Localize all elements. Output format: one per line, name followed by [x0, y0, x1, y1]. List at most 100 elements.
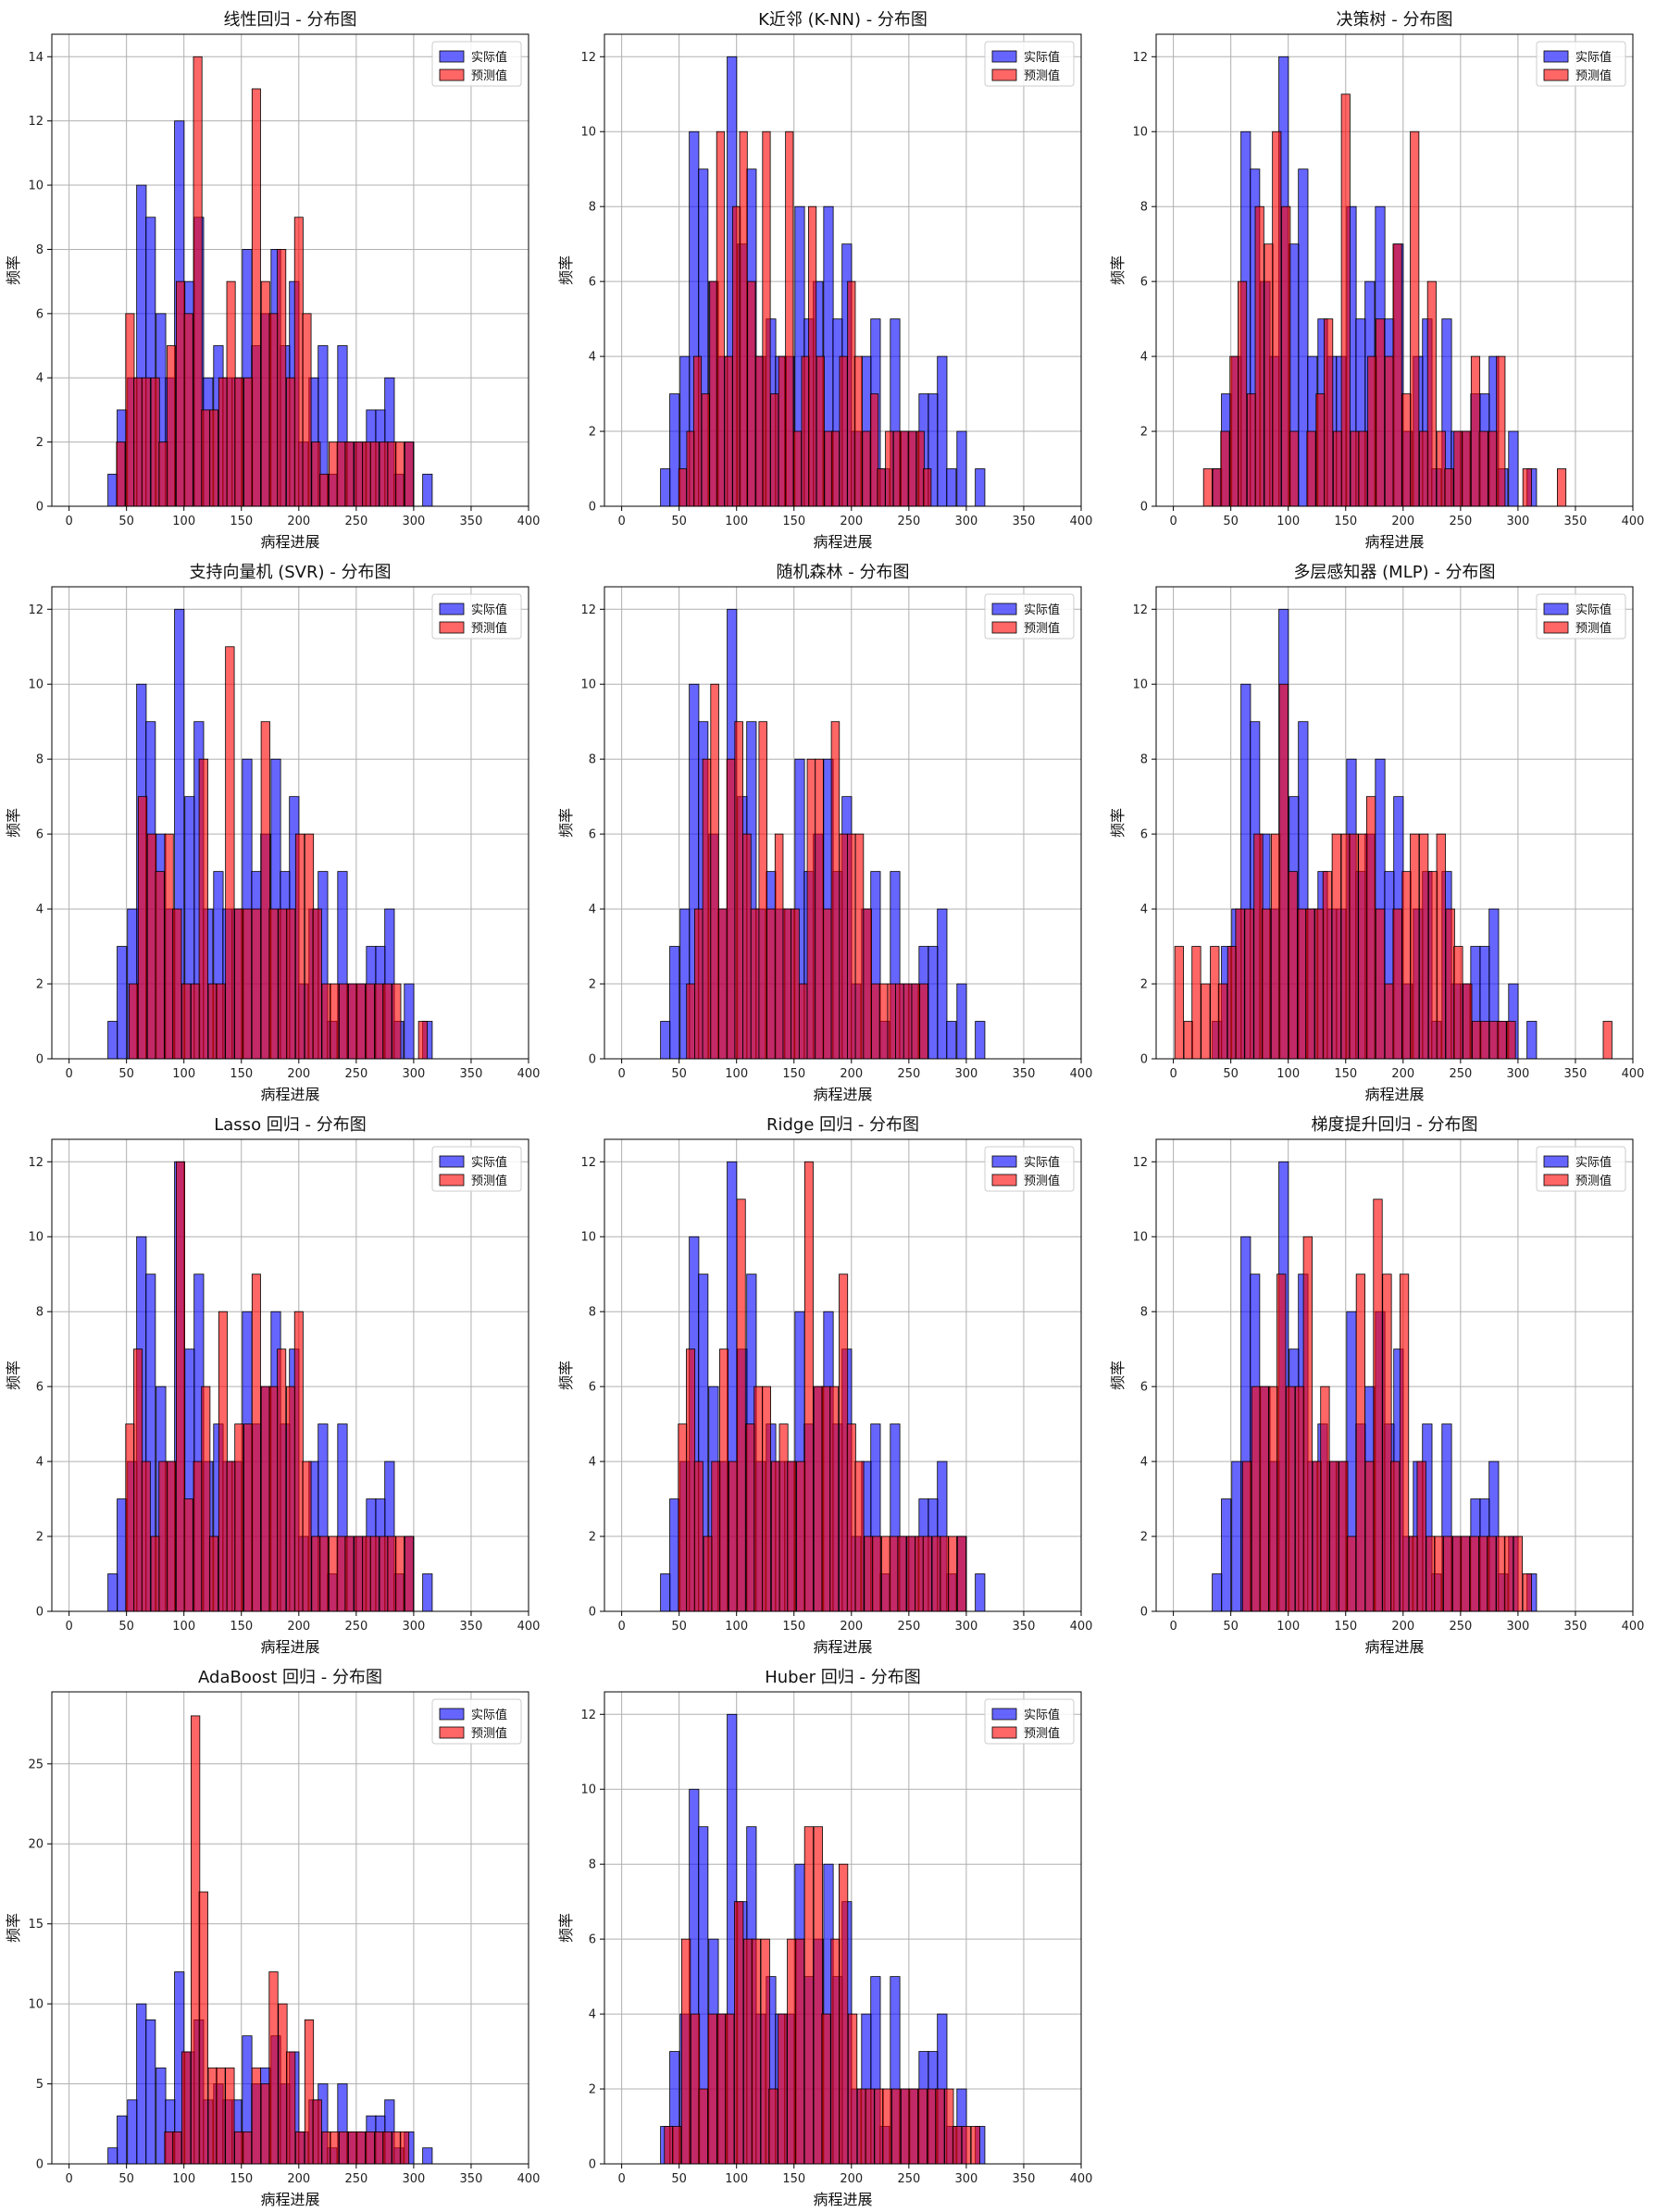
y-tick-label: 4 [36, 1456, 44, 1470]
x-tick-label: 200 [287, 2172, 310, 2186]
bar-predicted [774, 833, 784, 1060]
legend-swatch-predicted [991, 68, 1017, 81]
y-tick-label: 6 [36, 307, 44, 321]
chart-title: Huber 回归 - 分布图 [765, 1668, 921, 1687]
legend-swatch-actual [991, 603, 1017, 615]
bar-predicted [294, 2131, 305, 2165]
legend-label-actual: 实际值 [1575, 50, 1612, 65]
y-tick-label: 8 [36, 1306, 44, 1320]
bar-predicted [319, 1535, 330, 1612]
y-tick-label: 4 [589, 1456, 596, 1470]
x-tick-label: 250 [1449, 515, 1472, 528]
x-tick-label: 250 [1449, 1620, 1472, 1634]
bar-predicted [1522, 1573, 1532, 1612]
bar-predicted [1496, 1535, 1506, 1612]
bar-predicted [183, 313, 193, 507]
bar-predicted [369, 441, 380, 507]
bar-predicted [711, 1460, 721, 1612]
x-tick-label: 400 [1070, 1620, 1093, 1634]
x-tick-label: 250 [344, 1620, 367, 1634]
bar-predicted [362, 441, 372, 507]
legend-label-predicted: 预测值 [1575, 621, 1612, 636]
x-tick-label: 150 [1334, 515, 1357, 528]
y-tick-label: 10 [28, 678, 44, 692]
bar-predicted [798, 983, 808, 1060]
y-tick-label: 6 [589, 828, 596, 842]
bar-predicted [1191, 946, 1202, 1060]
x-tick-label: 400 [1070, 1067, 1093, 1081]
x-tick-label: 50 [671, 2172, 687, 2186]
x-tick-label: 0 [65, 1620, 72, 1634]
x-tick-label: 400 [517, 1067, 541, 1081]
bar-predicted [395, 441, 405, 507]
bar-predicted [355, 983, 366, 1060]
x-tick-label: 300 [1506, 515, 1529, 528]
y-tick-label: 6 [589, 1933, 596, 1947]
bar-predicted [311, 441, 321, 507]
chart-title: 线性回归 - 分布图 [224, 10, 357, 30]
legend-swatch-predicted [439, 68, 465, 81]
bar-actual [117, 2115, 128, 2165]
x-tick-label: 100 [172, 1620, 195, 1634]
bar-predicted [716, 2013, 727, 2165]
bar-predicted [785, 130, 794, 507]
bar-predicted [678, 468, 687, 507]
x-tick-label: 0 [65, 2172, 72, 2186]
bar-predicted [1462, 430, 1472, 507]
bar-predicted [1314, 908, 1325, 1060]
x-axis-label: 病程进展 [813, 1638, 872, 1656]
x-tick-label: 100 [725, 2172, 748, 2186]
y-tick-label: 0 [36, 2158, 44, 2172]
bar-predicted [1210, 946, 1220, 1060]
bar-predicted [751, 1938, 761, 2165]
x-tick-label: 50 [118, 1620, 134, 1634]
x-tick-label: 350 [460, 515, 483, 528]
x-tick-label: 50 [671, 1067, 687, 1081]
bar-predicted [719, 1348, 729, 1612]
bar-predicted [1220, 430, 1230, 507]
bar-predicted [268, 1971, 279, 2165]
bar-predicted [1375, 318, 1386, 507]
bar-predicted [374, 983, 384, 1060]
x-tick-label: 100 [725, 1067, 748, 1081]
x-tick-label: 50 [118, 515, 134, 528]
bar-actual [117, 946, 128, 1060]
x-tick-label: 250 [344, 2172, 367, 2186]
bar-predicted [294, 833, 305, 1060]
bar-predicted [365, 2131, 375, 2165]
bar-predicted [1392, 908, 1402, 1060]
bar-predicted [336, 441, 346, 507]
y-axis-label: 频率 [1109, 808, 1127, 838]
bar-predicted [243, 377, 254, 507]
bar-predicted [680, 1938, 691, 2165]
bar-predicted [1212, 468, 1222, 507]
bar-predicted [770, 1460, 780, 1612]
bar-predicted [1401, 871, 1412, 1060]
bar-predicted [242, 2131, 253, 2165]
bar-predicted [821, 1386, 831, 1612]
bar-predicted [839, 833, 848, 1060]
bar-predicted [344, 441, 355, 507]
bar-actual [127, 2099, 138, 2165]
legend-swatch-predicted [991, 621, 1017, 634]
bar-predicted [762, 130, 771, 507]
bar-predicted [354, 441, 364, 507]
bar-predicted [399, 2131, 410, 2165]
panel-7: 0 50 100 150 200 250 300 350 400 0 2 4 6 8 10 12 Lasso 回… [5, 1115, 540, 1656]
x-tick-label: 350 [1013, 1620, 1036, 1634]
bar-predicted [243, 1423, 254, 1612]
x-tick-label: 0 [617, 515, 625, 528]
bar-predicted [1419, 833, 1429, 1060]
bar-predicted [1254, 205, 1264, 507]
bar-predicted [935, 2088, 945, 2165]
bar-predicted [1281, 205, 1291, 507]
bar-predicted [1602, 1021, 1612, 1060]
x-tick-label: 350 [460, 2172, 483, 2186]
bar-predicted [887, 983, 896, 1060]
legend-swatch-predicted [1543, 68, 1569, 81]
bar-predicted [1358, 833, 1368, 1060]
bar-predicted [1272, 130, 1282, 507]
bar-predicted [330, 2131, 340, 2165]
bar-actual [660, 468, 671, 507]
x-tick-label: 150 [230, 1067, 253, 1081]
